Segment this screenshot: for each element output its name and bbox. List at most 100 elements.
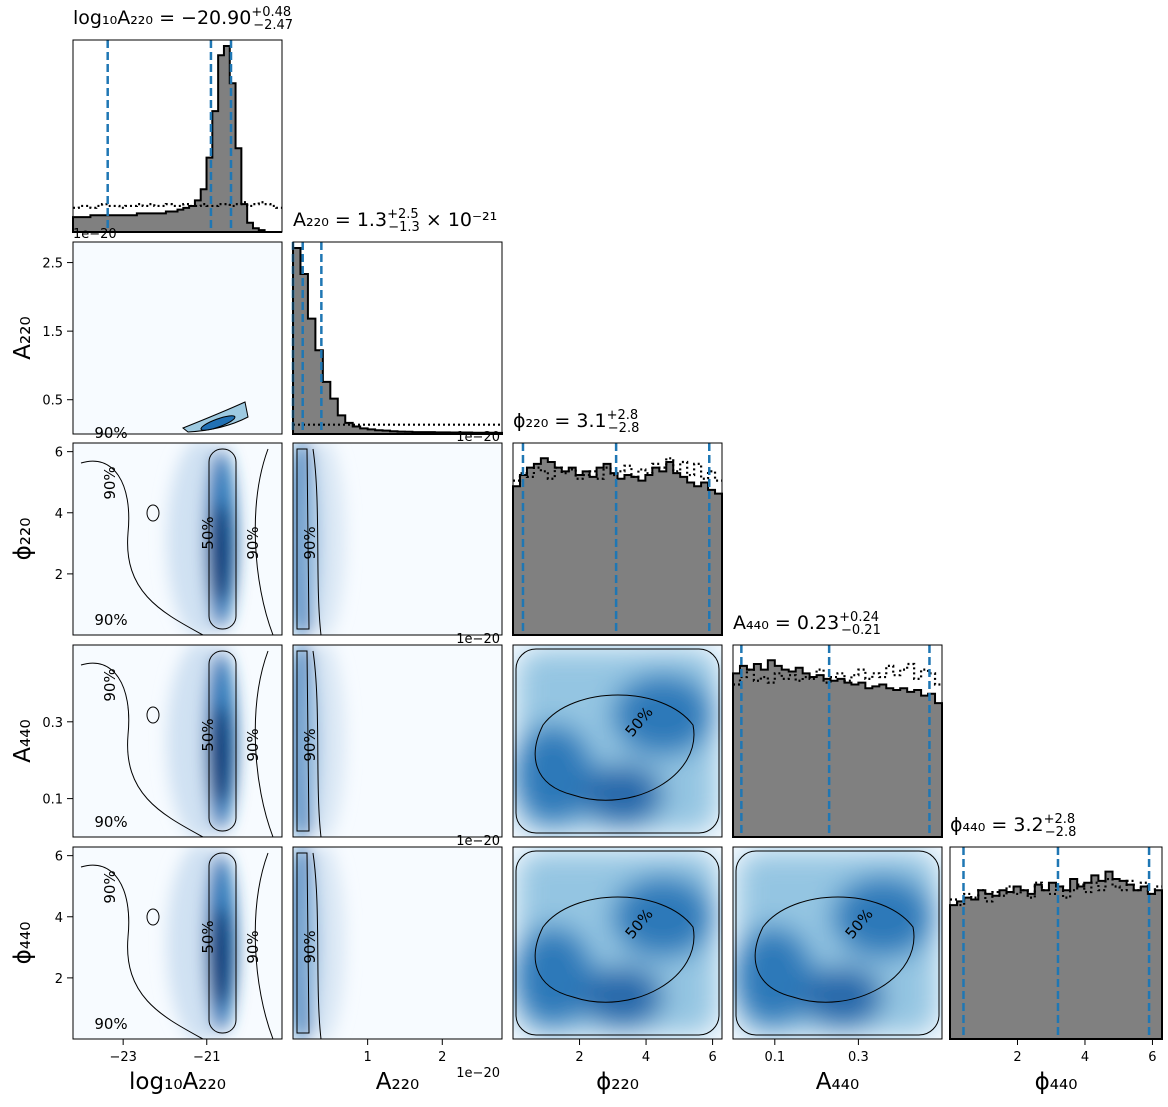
density-blob [583, 765, 663, 825]
posterior-histogram [949, 870, 1163, 1040]
density-field [80, 847, 274, 1039]
offset-text-1: 1e−20 [456, 632, 500, 647]
panel-title-A220: A₂₂₀ = 1.3+2.5 −1.3 × 10⁻²¹ [293, 207, 497, 235]
contour-label: 90% [94, 424, 127, 442]
density-blob [733, 927, 813, 1027]
x-tick-label: 4 [642, 1050, 650, 1065]
panel-bg [73, 40, 282, 232]
density-blur [167, 645, 237, 837]
density-blob [301, 645, 345, 837]
contour-label: 90% [94, 1015, 127, 1033]
panel-frame [72, 846, 283, 1040]
hist-panel-phi440: ϕ₄₄₀ = 3.2+2.8 −2.8 [949, 812, 1163, 1040]
x-axis-A220: 1 2 A₂₂₀ 1e−20 [364, 1039, 500, 1095]
hist-panel-log10A220: log₁₀A₂₂₀ = −20.90+0.48 −2.47 [72, 5, 293, 233]
panel-title-log10A220: log₁₀A₂₂₀ = −20.90+0.48 −2.47 [73, 5, 293, 33]
panel-frame [72, 241, 283, 435]
contour-label: 90% [301, 728, 319, 761]
density-blur-wide [513, 851, 718, 1035]
contour-label: 50% [199, 920, 217, 953]
contour-island [146, 908, 160, 926]
density-blur [293, 645, 345, 837]
density-blob [301, 847, 345, 1039]
density-panel-A220-phi220: 90% [292, 442, 503, 636]
x-tick-label: 2 [438, 1050, 446, 1065]
y-axis-phi440: 2 4 6 ϕ₄₄₀ [10, 850, 73, 987]
contour-90b [254, 448, 274, 635]
offset-text-0: 1e−20 [456, 430, 500, 445]
prior-histogram [73, 201, 282, 209]
panel-frame [512, 846, 723, 1040]
x-tick-label: −23 [109, 1050, 136, 1065]
contour-label: 90% [244, 728, 262, 761]
y-tick-label: 4 [55, 911, 63, 926]
density-panel-log10A220-A220: 90% [72, 241, 283, 442]
x-axis-label: A₄₄₀ [816, 1069, 859, 1095]
density-blob [583, 967, 663, 1027]
contour-label: 90% [244, 526, 262, 559]
x-tick-label: 0.1 [764, 1050, 785, 1065]
density-blur [167, 847, 237, 1039]
x-tick-label: 2 [1013, 1050, 1021, 1065]
contour-90 [80, 662, 204, 837]
density-blob [613, 675, 713, 755]
contour-label: 90% [101, 870, 119, 903]
density-blur [293, 443, 345, 635]
panel-frame [292, 846, 503, 1040]
contour-90 [312, 852, 322, 1039]
contour-90b [254, 650, 274, 837]
contour-90 [515, 850, 720, 1036]
contour-50 [208, 852, 237, 1034]
y-tick-label: 6 [55, 446, 63, 461]
density-panel-phi220-A440: 50% [512, 644, 723, 838]
panel-frame [732, 644, 943, 838]
panel-title-phi220: ϕ₂₂₀ = 3.1+2.8 −2.8 [513, 408, 639, 436]
density-field [293, 847, 345, 1039]
density-blob [211, 907, 231, 1007]
y-axis-label: A₂₂₀ [10, 316, 36, 359]
density-panel-A220-A440: 90% [292, 644, 503, 838]
y-tick-label: 2.5 [42, 257, 63, 272]
density-blur [167, 443, 237, 635]
density-field [513, 850, 720, 1036]
density-core [200, 415, 236, 431]
y-axis-label: ϕ₄₄₀ [10, 922, 36, 965]
contour-50 [296, 852, 310, 1034]
x-tick-label: −21 [193, 1050, 220, 1065]
density-field [80, 645, 274, 837]
x-axis-phi440: 2 4 6 ϕ₄₄₀ [1013, 1039, 1157, 1095]
x-axis-phi220: 2 4 6 ϕ₂₂₀ [575, 1039, 717, 1095]
panel-frame [72, 39, 283, 233]
posterior-histogram [72, 45, 282, 233]
density-blur-wide [733, 851, 938, 1035]
contour-label: 90% [94, 813, 127, 831]
contour-50 [208, 448, 237, 630]
panel-frame [512, 644, 723, 838]
panel-frame [512, 442, 723, 636]
y-tick-label: 0.3 [42, 716, 63, 731]
density-blob [513, 725, 593, 825]
density-blob [803, 967, 883, 1027]
contour-50 [296, 448, 310, 630]
panel-frame [72, 442, 283, 636]
density-blob [513, 927, 593, 1027]
contour-label: 50% [199, 718, 217, 751]
panel-frame [292, 442, 503, 636]
contour-label: 90% [101, 466, 119, 499]
panel-frame [292, 644, 503, 838]
panel-title-phi440: ϕ₄₄₀ = 3.2+2.8 −2.8 [950, 812, 1076, 840]
posterior-histogram [732, 659, 943, 838]
y-tick-label: 0.1 [42, 793, 63, 808]
prior-histogram [950, 877, 1162, 907]
contour-50 [754, 896, 915, 1003]
density-field [733, 850, 940, 1036]
contour-90b [254, 852, 274, 1039]
x-tick-label: 0.3 [848, 1050, 869, 1065]
density-blob [833, 877, 933, 957]
contour-label: 90% [244, 930, 262, 963]
density-blob [211, 503, 231, 603]
panel-frame [949, 846, 1163, 1040]
x-tick-label: 4 [1081, 1050, 1089, 1065]
hist-panel-A440: A₄₄₀ = 0.23+0.24 −0.21 [732, 610, 943, 838]
